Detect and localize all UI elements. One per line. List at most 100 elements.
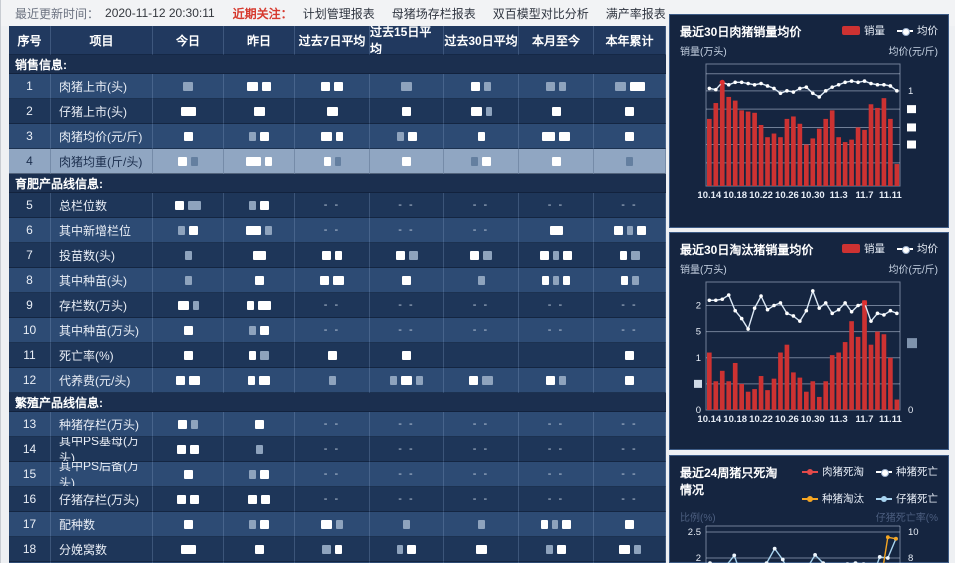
report-link-plan[interactable]: 计划管理报表: [302, 6, 375, 21]
empty-value-dashes: - -: [472, 199, 490, 211]
data-cell: [153, 124, 224, 149]
redacted-value-block: [553, 275, 559, 285]
data-cell: [444, 99, 519, 124]
data-cell: [519, 99, 594, 124]
redacted-value-block: [559, 81, 566, 91]
redacted-value-block: [259, 375, 270, 385]
row-number: 8: [9, 268, 51, 293]
data-cell: [594, 74, 666, 99]
data-cell: [519, 149, 594, 174]
empty-value-dashes: - -: [398, 299, 415, 311]
row-label: 配种数: [51, 512, 153, 537]
table-row[interactable]: 12 代养费(元/头): [9, 368, 666, 393]
data-cell: [519, 124, 594, 149]
data-cell: [153, 149, 224, 174]
x-axis-tick: 10.26: [775, 190, 799, 201]
row-number: 13: [9, 412, 51, 437]
redacted-value-block: [402, 350, 411, 360]
redacted-value-block: [633, 544, 641, 554]
y-left-tick: 2: [696, 301, 701, 312]
empty-value-dashes: - -: [323, 468, 341, 480]
data-cell: [444, 74, 519, 99]
x-axis-tick: 11.7: [856, 414, 874, 425]
redacted-value-block: [261, 494, 270, 504]
legend-item-种猪淘汰[interactable]: 种猪淘汰: [802, 491, 864, 506]
data-cell: [370, 512, 444, 537]
data-cell: [519, 218, 594, 243]
legend-item-均价[interactable]: 均价: [897, 23, 938, 38]
y-left-axis-label: 销量(万头): [680, 47, 727, 58]
table-row[interactable]: 6 其中新增栏位 - - - - - -: [9, 218, 666, 243]
redacted-value-block: [323, 156, 331, 166]
redacted-value-block: [407, 131, 417, 141]
table-row[interactable]: 14 其中PS基母(万头) - - - - - - - - - -: [9, 437, 666, 462]
redacted-value-block: [260, 131, 269, 141]
redacted-value-block: [321, 131, 332, 141]
table-row[interactable]: 11 死亡率(%): [9, 343, 666, 368]
empty-value-dashes: - -: [547, 493, 565, 505]
table-row[interactable]: 10 其中种苗(万头) - - - - - - - - - -: [9, 318, 666, 343]
data-cell: - -: [594, 462, 666, 487]
legend-item-均价[interactable]: 均价: [897, 241, 938, 256]
row-number: 9: [9, 293, 51, 318]
data-cell: [519, 74, 594, 99]
redacted-value-block: [184, 250, 192, 260]
table-row[interactable]: 5 总栏位数 - - - - - - - - - -: [9, 193, 666, 218]
legend-item-销量[interactable]: 销量: [842, 241, 885, 256]
table-row[interactable]: 2 仔猪上市(头): [9, 99, 666, 124]
redacted-value-block: [541, 519, 548, 529]
report-link-full-capacity[interactable]: 满产率报表: [605, 6, 666, 21]
empty-value-dashes: - -: [398, 224, 415, 236]
empty-value-dashes: - -: [621, 493, 638, 505]
column-header: 过去7日平均: [295, 26, 370, 55]
empty-value-dashes: - -: [398, 493, 415, 505]
redacted-value-block: [255, 444, 263, 454]
empty-value-dashes: - -: [472, 299, 490, 311]
table-row[interactable]: 7 投苗数(头): [9, 243, 666, 268]
table-row[interactable]: 16 仔猪存栏(万头) - - - - - - - - - -: [9, 487, 666, 512]
legend-item-销量[interactable]: 销量: [842, 23, 885, 38]
data-cell: [295, 74, 370, 99]
table-row[interactable]: 18 分娩窝数: [9, 537, 666, 562]
table-row[interactable]: 1 肉猪上市(头): [9, 74, 666, 99]
redacted-value-block: [483, 250, 492, 260]
redacted-value-block: [249, 469, 256, 479]
legend-item-肉猪死淘[interactable]: 肉猪死淘: [802, 464, 864, 479]
table-row[interactable]: 3 肉猪均价(元/斤): [9, 124, 666, 149]
data-cell: - -: [295, 462, 370, 487]
data-cell: [153, 293, 224, 318]
data-cell: [224, 243, 295, 268]
table-row[interactable]: 8 其中种苗(头): [9, 268, 666, 293]
report-link-model-compare[interactable]: 双百模型对比分析: [492, 6, 589, 21]
table-row-selected[interactable]: 4 肉猪均重(斤/头): [9, 149, 666, 174]
redacted-value-block: [178, 225, 185, 235]
data-cell: [519, 537, 594, 562]
empty-value-dashes: - -: [472, 443, 490, 455]
table-row[interactable]: 15 其中PS后备(万头) - - - - - - - - - -: [9, 462, 666, 487]
redacted-value-block: [192, 300, 199, 310]
table-row[interactable]: 9 存栏数(万头) - - - - - - - - - -: [9, 293, 666, 318]
row-number: 10: [9, 318, 51, 343]
chart-legend: 销量 均价: [842, 23, 938, 38]
redacted-value-block: [183, 131, 193, 141]
legend-item-种猪死亡[interactable]: 种猪死亡: [876, 464, 938, 479]
redacted-value-block: [189, 225, 198, 235]
report-link-sow-farm[interactable]: 母猪场存栏报表: [391, 6, 476, 21]
redacted-value-block: [540, 250, 549, 260]
data-cell: [370, 74, 444, 99]
redacted-value-block: [334, 156, 341, 166]
column-header: 序号: [9, 26, 51, 55]
data-cell: - -: [295, 487, 370, 512]
row-number: 15: [9, 462, 51, 487]
empty-value-dashes: - -: [323, 199, 341, 211]
data-cell: - -: [370, 193, 444, 218]
redacted-value-block: [248, 494, 257, 504]
redacted-value-block: [253, 106, 265, 116]
table-row[interactable]: 17 配种数: [9, 512, 666, 537]
legend-line-swatch: [876, 467, 892, 477]
redacted-value-block: [249, 325, 256, 335]
empty-value-dashes: - -: [472, 324, 490, 336]
legend-item-仔猪死亡[interactable]: 仔猪死亡: [876, 491, 938, 506]
data-cell: [224, 368, 295, 393]
table-row[interactable]: 13 种猪存栏(万头) - - - - - - - - - -: [9, 412, 666, 437]
